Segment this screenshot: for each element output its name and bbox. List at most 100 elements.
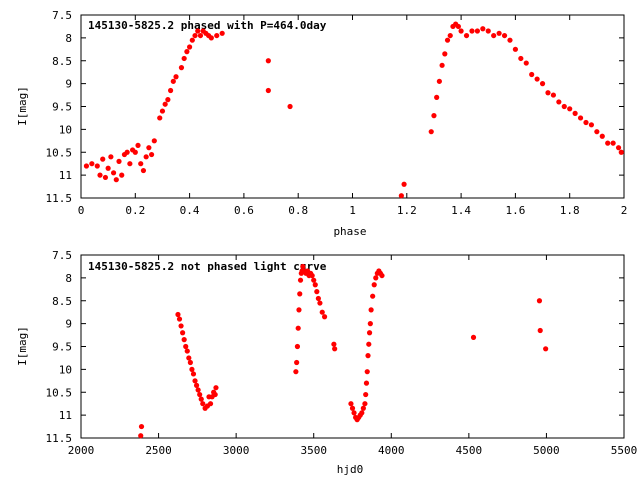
y-tick-label: 9 — [65, 78, 72, 91]
data-point — [567, 106, 573, 112]
data-point — [539, 81, 546, 87]
data-point — [348, 401, 354, 407]
data-point — [110, 170, 117, 176]
data-point — [371, 282, 377, 288]
data-point — [148, 151, 155, 158]
y-tick-label: 11 — [59, 409, 72, 422]
y-tick-label: 10.5 — [46, 146, 73, 159]
data-point — [113, 177, 119, 183]
data-point — [197, 32, 204, 39]
x-axis-label: phase — [333, 225, 366, 238]
data-point — [368, 307, 374, 313]
x-tick-label: 3000 — [223, 444, 250, 457]
data-point — [572, 110, 578, 116]
y-tick-label: 9 — [65, 318, 72, 331]
data-point — [170, 78, 176, 84]
data-point — [319, 309, 325, 315]
data-point — [183, 343, 189, 350]
data-point — [89, 161, 95, 167]
data-point — [294, 343, 301, 350]
data-point — [138, 423, 145, 430]
y-axis-label: I[mag] — [16, 326, 29, 366]
data-point — [187, 44, 193, 50]
x-tick-label: 1.4 — [451, 204, 471, 217]
y-tick-label: 7.5 — [52, 9, 72, 22]
data-point — [480, 26, 486, 32]
y-axis-label: I[mag] — [16, 86, 29, 126]
x-tick-label: 4500 — [456, 444, 483, 457]
data-point — [615, 145, 622, 151]
data-point — [434, 94, 440, 100]
data-point — [365, 353, 371, 359]
data-point — [116, 158, 122, 164]
data-point — [287, 103, 293, 110]
data-point — [175, 311, 181, 318]
data-point — [138, 161, 144, 167]
data-point — [184, 348, 190, 354]
data-point — [124, 149, 130, 155]
data-point — [157, 115, 163, 121]
data-point — [556, 99, 562, 105]
data-point — [293, 369, 299, 375]
data-point — [364, 369, 370, 375]
data-point — [143, 154, 149, 160]
data-point — [181, 55, 187, 62]
data-point — [496, 30, 502, 36]
data-point — [309, 272, 315, 279]
x-tick-label: 5000 — [533, 444, 560, 457]
data-point — [447, 32, 453, 39]
data-point — [100, 156, 106, 162]
y-tick-label: 8 — [65, 272, 72, 285]
data-point — [132, 149, 138, 155]
data-point — [181, 337, 187, 343]
data-point — [431, 113, 437, 119]
data-point — [618, 149, 624, 155]
data-point — [470, 334, 477, 340]
x-tick-label: 2000 — [68, 444, 95, 457]
data-point — [295, 325, 301, 331]
y-tick-label: 9.5 — [52, 101, 72, 114]
data-point — [363, 380, 370, 386]
data-point — [294, 359, 300, 366]
data-point — [367, 321, 373, 327]
data-point — [315, 295, 321, 302]
data-point — [94, 163, 100, 169]
data-point — [162, 101, 168, 107]
plot-frame — [80, 14, 625, 199]
data-point — [178, 323, 184, 329]
data-point — [297, 277, 304, 283]
data-point — [297, 291, 303, 297]
data-point — [312, 282, 318, 288]
data-point — [605, 140, 611, 146]
data-point — [379, 272, 385, 279]
x-tick-label: 5500 — [611, 444, 638, 457]
data-point — [331, 341, 337, 347]
data-point — [485, 28, 491, 34]
data-point — [138, 433, 144, 439]
data-point — [439, 62, 445, 68]
data-point — [543, 346, 549, 352]
data-point — [189, 366, 195, 372]
data-point — [536, 298, 543, 304]
data-point — [119, 172, 125, 178]
y-tick-label: 11.5 — [46, 192, 73, 205]
data-point — [190, 371, 197, 377]
data-point — [442, 51, 448, 57]
data-point — [192, 378, 198, 384]
data-point — [401, 181, 407, 187]
data-point — [219, 30, 225, 36]
data-point — [213, 385, 219, 391]
data-point — [180, 330, 186, 336]
data-point — [550, 92, 557, 98]
data-point — [583, 119, 589, 126]
y-tick-label: 10 — [59, 363, 72, 376]
y-tick-label: 8 — [65, 32, 72, 45]
data-point — [332, 346, 338, 352]
data-point — [159, 108, 166, 114]
x-tick-label: 0.6 — [234, 204, 254, 217]
data-point — [208, 35, 214, 41]
data-point — [428, 129, 434, 135]
data-point — [195, 387, 201, 393]
data-point — [265, 58, 271, 64]
data-point — [360, 405, 366, 411]
